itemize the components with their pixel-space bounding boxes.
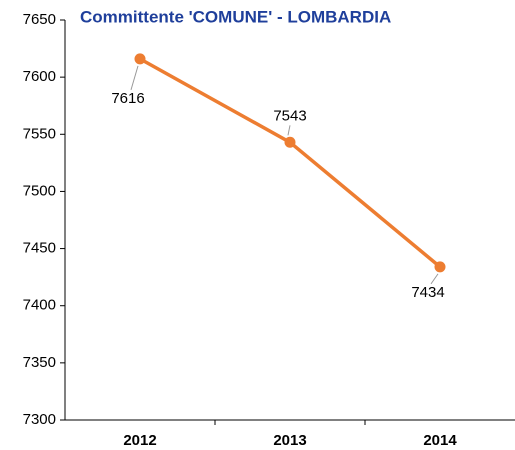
leader-line — [130, 65, 139, 90]
data-point — [134, 53, 146, 65]
leader-line — [287, 125, 291, 136]
x-tick-label: 2012 — [123, 432, 156, 449]
y-tick-label: 7450 — [23, 240, 56, 257]
y-tick-label: 7400 — [23, 297, 56, 314]
y-tick-label: 7600 — [23, 68, 56, 85]
data-point — [284, 136, 296, 148]
data-label: 7543 — [273, 107, 306, 124]
data-label: 7616 — [111, 90, 144, 107]
y-tick-label: 7350 — [23, 354, 56, 371]
chart-title: Committente 'COMUNE' - LOMBARDIA — [80, 7, 391, 26]
y-tick-label: 7650 — [23, 11, 56, 28]
x-tick-label: 2013 — [273, 432, 306, 449]
data-label: 7434 — [411, 284, 444, 301]
y-tick-label: 7300 — [23, 411, 56, 428]
data-point — [434, 261, 446, 273]
series-line — [139, 57, 442, 269]
leader-line — [430, 273, 439, 285]
y-tick-label: 7550 — [23, 125, 56, 142]
x-tick-label: 2014 — [423, 432, 457, 449]
y-tick-label: 7500 — [23, 182, 56, 199]
